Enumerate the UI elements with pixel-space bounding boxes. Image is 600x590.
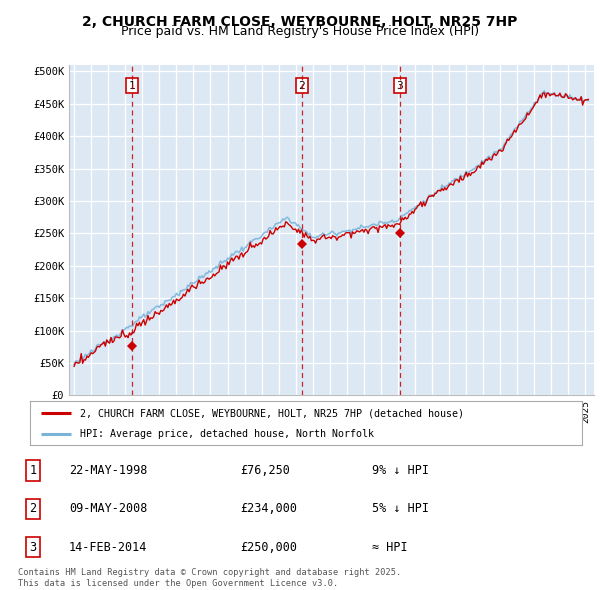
Text: 09-MAY-2008: 09-MAY-2008 xyxy=(69,502,148,516)
Text: 1: 1 xyxy=(29,464,37,477)
Text: £234,000: £234,000 xyxy=(240,502,297,516)
Text: 1: 1 xyxy=(128,81,135,91)
Text: 2: 2 xyxy=(29,502,37,516)
Text: £250,000: £250,000 xyxy=(240,540,297,554)
Text: 9% ↓ HPI: 9% ↓ HPI xyxy=(372,464,429,477)
Text: HPI: Average price, detached house, North Norfolk: HPI: Average price, detached house, Nort… xyxy=(80,428,374,438)
Text: 3: 3 xyxy=(29,540,37,554)
Text: 5% ↓ HPI: 5% ↓ HPI xyxy=(372,502,429,516)
Text: 14-FEB-2014: 14-FEB-2014 xyxy=(69,540,148,554)
Text: 2, CHURCH FARM CLOSE, WEYBOURNE, HOLT, NR25 7HP: 2, CHURCH FARM CLOSE, WEYBOURNE, HOLT, N… xyxy=(82,15,518,29)
Text: 3: 3 xyxy=(397,81,403,91)
Text: Contains HM Land Registry data © Crown copyright and database right 2025.
This d: Contains HM Land Registry data © Crown c… xyxy=(18,568,401,588)
Text: Price paid vs. HM Land Registry's House Price Index (HPI): Price paid vs. HM Land Registry's House … xyxy=(121,25,479,38)
Text: 2, CHURCH FARM CLOSE, WEYBOURNE, HOLT, NR25 7HP (detached house): 2, CHURCH FARM CLOSE, WEYBOURNE, HOLT, N… xyxy=(80,408,464,418)
Text: ≈ HPI: ≈ HPI xyxy=(372,540,407,554)
Text: £76,250: £76,250 xyxy=(240,464,290,477)
Text: 2: 2 xyxy=(298,81,305,91)
Text: 22-MAY-1998: 22-MAY-1998 xyxy=(69,464,148,477)
